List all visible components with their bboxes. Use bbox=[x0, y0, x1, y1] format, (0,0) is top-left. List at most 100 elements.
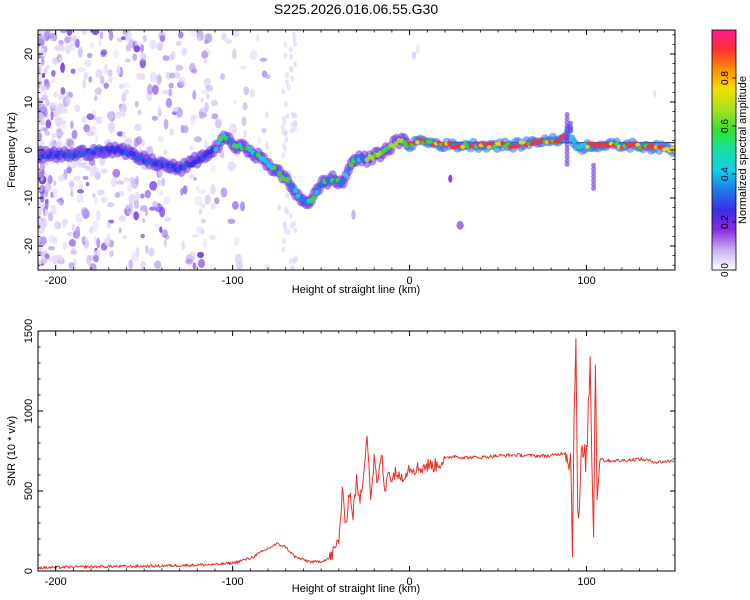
spectrogram-noise-blob bbox=[51, 237, 58, 245]
spectrogram-noise-blob bbox=[51, 204, 57, 215]
spectrogram-noise-blob bbox=[144, 209, 149, 217]
spectrogram-noise-blob bbox=[290, 122, 295, 129]
spectrogram-noise-blob bbox=[44, 130, 51, 136]
spectrogram-noise-blob bbox=[106, 201, 115, 208]
spectrogram-noise-blob bbox=[163, 118, 169, 130]
spectrogram-noise bbox=[38, 30, 657, 270]
spectrogram-noise-blob bbox=[280, 124, 285, 131]
spectrogram-noise-blob bbox=[44, 67, 48, 75]
spectrogram-noise-blob bbox=[86, 254, 92, 266]
spectrogram-ridge-core bbox=[648, 143, 654, 148]
spectrogram-noise-blob bbox=[76, 194, 84, 204]
spectrogram-noise-blob bbox=[133, 211, 140, 221]
spectrogram-streak bbox=[591, 178, 597, 184]
spectrogram-noise-blob bbox=[240, 201, 245, 212]
spectrogram-noise-blob bbox=[128, 193, 136, 205]
spectrogram-noise-blob bbox=[94, 135, 98, 144]
spectrogram-noise-blob bbox=[112, 168, 121, 178]
spectrogram-noise-blob bbox=[134, 100, 139, 108]
spectrogram-noise-blob bbox=[51, 70, 56, 77]
spectrogram-noise-blob bbox=[86, 131, 94, 137]
spectrogram-noise-blob bbox=[284, 206, 289, 213]
spectrogram-noise-blob bbox=[286, 84, 291, 91]
spectrogram-noise-blob bbox=[181, 76, 187, 88]
spectrogram-noise-blob bbox=[264, 264, 271, 270]
spectrogram-noise-blob bbox=[288, 46, 293, 53]
spectrogram-noise-blob bbox=[41, 94, 49, 101]
spectrogram-ridge-core bbox=[290, 184, 296, 190]
colorbar-tick-label: 0.8 bbox=[720, 71, 731, 85]
spectrogram-noise-blob bbox=[176, 108, 184, 118]
spectrogram-noise-blob bbox=[197, 251, 204, 259]
spectrogram-noise-blob bbox=[82, 78, 86, 89]
spectrogram-noise-blob bbox=[53, 180, 57, 186]
spectrogram-noise-blob bbox=[81, 116, 87, 123]
snr-y-axis: 0 500 1000 1500 bbox=[23, 319, 675, 574]
spectrogram-noise-blob bbox=[156, 42, 163, 51]
spectrogram-noise-blob bbox=[163, 239, 167, 248]
spectrogram-noise-blob bbox=[200, 89, 209, 95]
spectrogram-noise-blob bbox=[229, 123, 237, 134]
spectrogram-noise-blob bbox=[78, 180, 83, 190]
spectrogram-noise-blob bbox=[92, 255, 99, 263]
spectrogram-noise-blob bbox=[140, 233, 145, 239]
spectrogram-noise-blob bbox=[107, 69, 113, 77]
spectrogram-noise-blob bbox=[115, 111, 122, 119]
spectrogram-streak bbox=[564, 112, 570, 117]
spectrogram-noise-blob bbox=[38, 82, 41, 89]
spectrogram-noise-blob bbox=[200, 97, 204, 104]
spectrogram-noise-blob bbox=[65, 44, 71, 55]
spectrogram-noise-blob bbox=[66, 161, 71, 169]
spectrogram-noise-blob bbox=[38, 54, 42, 59]
spectrogram-noise-blob bbox=[80, 162, 88, 169]
spectrogram-noise-blob bbox=[154, 223, 161, 230]
spectrogram-y-tick-label: 20 bbox=[23, 48, 35, 60]
spectrogram-noise-blob bbox=[283, 52, 288, 59]
spectrogram-noise-blob bbox=[96, 210, 101, 222]
spectrogram-ridge-core bbox=[316, 184, 322, 190]
spectrogram-noise-blob bbox=[127, 210, 134, 215]
spectrogram-noise-blob bbox=[133, 45, 141, 53]
spectrogram-noise-blob bbox=[285, 192, 289, 199]
spectrogram-noise-blob bbox=[86, 113, 95, 120]
spectrogram-noise-blob bbox=[283, 101, 288, 108]
spectrogram-streak bbox=[591, 182, 597, 188]
spectrogram-noise-blob bbox=[68, 239, 76, 247]
spectrogram-noise-blob bbox=[176, 40, 182, 47]
spectrogram-noise-blob bbox=[88, 76, 92, 83]
spectrogram-noise-blob bbox=[152, 84, 159, 95]
spectrogram-ridge-core bbox=[311, 195, 317, 201]
spectrogram-noise-blob bbox=[38, 66, 43, 77]
spectrogram-noise-blob bbox=[136, 73, 142, 80]
spectrogram-noise-blob bbox=[58, 93, 64, 100]
spectrogram-noise-blob bbox=[293, 120, 298, 127]
spectrogram-noise-blob bbox=[206, 94, 210, 99]
spectrogram-noise-blob bbox=[55, 116, 63, 127]
spectrogram-noise-blob bbox=[204, 101, 209, 113]
spectrogram-noise-blob bbox=[285, 72, 289, 79]
spectrogram-ridge-core bbox=[216, 140, 221, 146]
spectrogram-noise-blob bbox=[133, 137, 139, 148]
spectrogram-streak bbox=[564, 142, 570, 148]
spectrogram-noise-blob bbox=[38, 112, 43, 121]
spectrogram-noise-blob bbox=[93, 236, 98, 246]
spectrogram-noise-blob bbox=[77, 47, 83, 58]
spectrogram-noise-blob bbox=[125, 43, 131, 52]
spectrogram-noise-blob bbox=[199, 111, 208, 118]
spectrogram-noise-blob bbox=[57, 102, 63, 110]
spectrogram-noise-blob bbox=[94, 87, 103, 95]
spectrogram-noise-blob bbox=[283, 227, 288, 234]
spectrogram-noise-blob bbox=[65, 96, 72, 106]
spectrogram-noise-blob bbox=[101, 196, 108, 204]
spectrogram-ridge-core bbox=[343, 172, 349, 178]
colorbar-tick-label: 0.0 bbox=[720, 263, 731, 277]
spectrogram-noise-blob bbox=[59, 30, 68, 34]
spectrogram-noise-blob bbox=[44, 45, 48, 53]
spectrogram-noise-blob bbox=[86, 52, 93, 59]
spectrogram-noise-blob bbox=[39, 126, 44, 132]
snr-y-label: SNR (10 * v/v) bbox=[6, 416, 18, 486]
spectrogram-noise-blob bbox=[288, 258, 293, 265]
spectrogram-noise-blob bbox=[204, 78, 211, 89]
spectrogram-noise-blob bbox=[83, 238, 89, 243]
